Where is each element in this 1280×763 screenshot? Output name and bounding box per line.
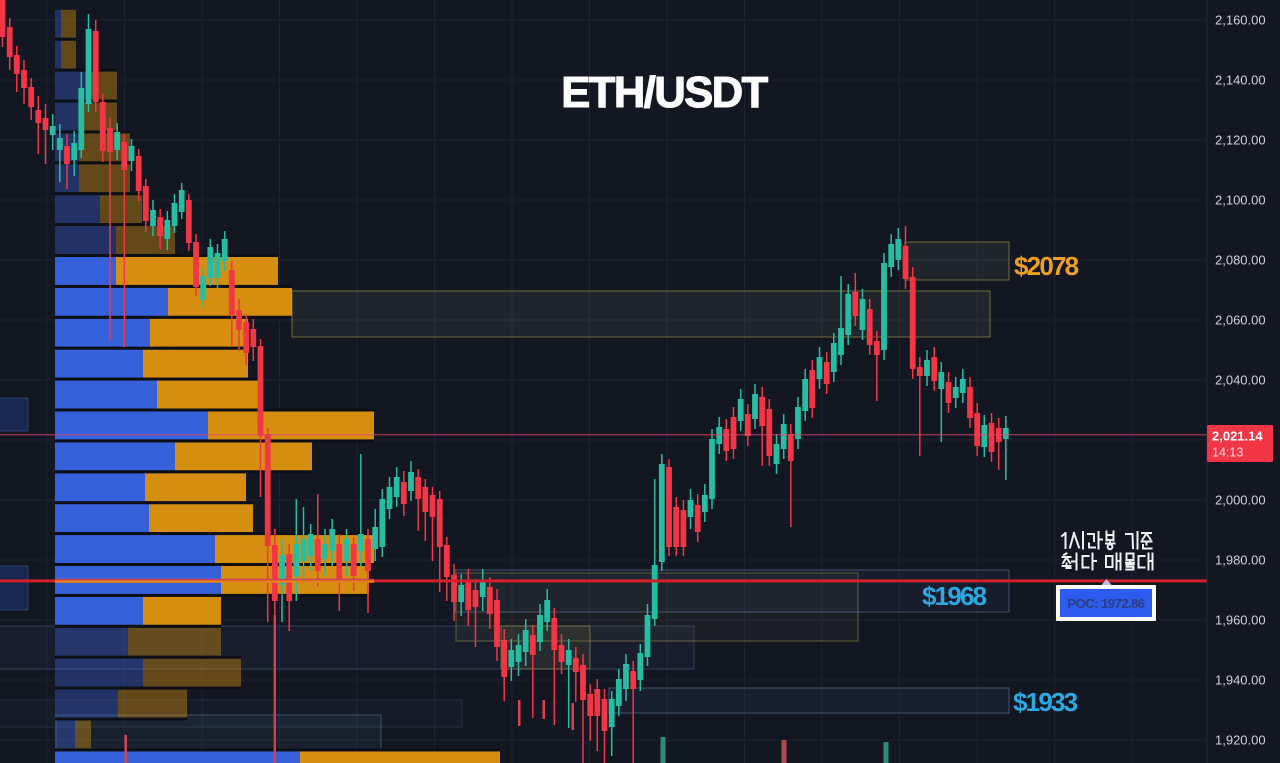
svg-text:1,980.00: 1,980.00 [1215,553,1266,568]
svg-text:$2078: $2078 [1014,251,1079,281]
svg-text:1,920.00: 1,920.00 [1215,733,1266,748]
svg-text:ETH/USDT: ETH/USDT [561,69,768,117]
svg-text:2,120.00: 2,120.00 [1215,133,1266,148]
svg-text:2,100.00: 2,100.00 [1215,193,1266,208]
svg-text:$1933: $1933 [1013,687,1078,717]
svg-text:14:13: 14:13 [1212,446,1243,460]
svg-text:2,160.00: 2,160.00 [1215,13,1266,28]
svg-text:POC: 1972.86: POC: 1972.86 [1067,596,1144,611]
svg-text:2,080.00: 2,080.00 [1215,253,1266,268]
svg-text:2,040.00: 2,040.00 [1215,373,1266,388]
svg-text:$1968: $1968 [922,581,987,611]
svg-text:2,021.14: 2,021.14 [1212,429,1263,444]
svg-text:1,960.00: 1,960.00 [1215,613,1266,628]
svg-text:2,000.00: 2,000.00 [1215,493,1266,508]
svg-text:2,140.00: 2,140.00 [1215,73,1266,88]
svg-text:2,060.00: 2,060.00 [1215,313,1266,328]
svg-text:1,940.00: 1,940.00 [1215,673,1266,688]
